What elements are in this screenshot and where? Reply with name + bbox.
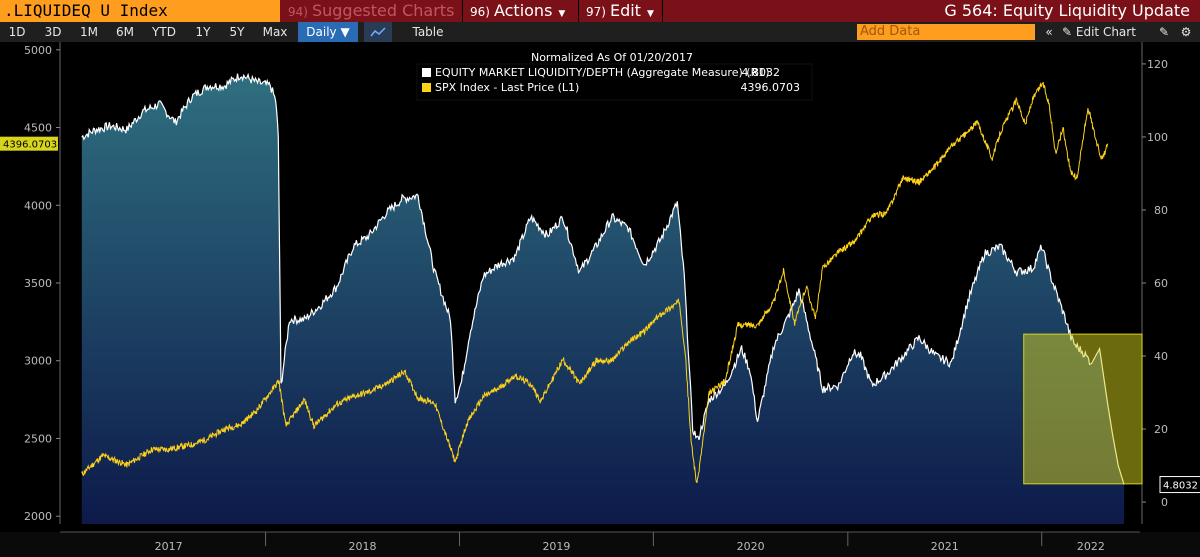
liquidity-area-fill bbox=[81, 73, 1125, 524]
range-1d-button[interactable]: 1D bbox=[8, 25, 26, 39]
right-axis-tick-label: 120 bbox=[1147, 58, 1168, 71]
legend-value-liquidity: 4.8032 bbox=[742, 66, 781, 79]
right-axis-tick-label: 20 bbox=[1154, 423, 1168, 436]
gear-icon[interactable]: ⚙ bbox=[1180, 25, 1192, 39]
actions-number: 96) bbox=[470, 5, 490, 19]
caret-down-icon: ▼ bbox=[558, 9, 566, 19]
range-1m-button[interactable]: 1M bbox=[80, 25, 98, 39]
edit-icon[interactable]: ✎ bbox=[1158, 25, 1170, 39]
spx-last-value-tag bbox=[0, 136, 58, 151]
header-bar: .LIQUIDEQ U Index 94) Suggested Charts 96… bbox=[0, 0, 1200, 22]
edit-label: Edit bbox=[609, 1, 641, 20]
x-axis-tick-label: 2017 bbox=[155, 540, 183, 553]
legend-label-liquidity: EQUITY MARKET LIQUIDITY/DEPTH (Aggregate… bbox=[435, 66, 770, 79]
add-data-input[interactable]: Add Data bbox=[857, 24, 1035, 40]
chart-title: G 564: Equity Liquidity Update bbox=[944, 1, 1190, 20]
line-chart-icon[interactable] bbox=[364, 22, 392, 42]
range-1y-button[interactable]: 1Y bbox=[195, 25, 211, 39]
left-axis-tick-label: 5000 bbox=[24, 44, 52, 57]
suggested-charts-menu[interactable]: 94) Suggested Charts bbox=[288, 0, 454, 22]
suggested-charts-label: Suggested Charts bbox=[311, 1, 455, 20]
liquidity-last-value-label: 4.8032 bbox=[1163, 481, 1198, 492]
right-axis-tick-label: 80 bbox=[1154, 204, 1168, 217]
chart-subtitle: Normalized As Of 01/20/2017 bbox=[531, 51, 693, 64]
edit-chart-label: Edit Chart bbox=[1075, 25, 1136, 39]
right-axis-tick-label: 0 bbox=[1161, 496, 1168, 509]
legend-label-spx: SPX Index - Last Price (L1) bbox=[435, 81, 579, 94]
suggested-charts-number: 94) bbox=[288, 5, 308, 19]
liquidity-last-value-tag bbox=[1159, 476, 1200, 494]
right-axis-tick-label: 40 bbox=[1154, 350, 1168, 363]
legend-swatch-liquidity bbox=[422, 68, 431, 77]
right-axis-tick-label: 100 bbox=[1147, 131, 1168, 144]
range-3d-button[interactable]: 3D bbox=[44, 25, 62, 39]
left-axis-tick-label: 4500 bbox=[24, 122, 52, 135]
left-axis-tick-label: 3500 bbox=[24, 277, 52, 290]
x-axis-tick-label: 2022 bbox=[1077, 540, 1105, 553]
x-axis-tick-label: 2021 bbox=[931, 540, 959, 553]
left-axis-tick-label: 2000 bbox=[24, 510, 52, 523]
chart-area: 2000 2500 3000 3500 4000 4500 5000 4396.0703 0 2… bbox=[0, 42, 1200, 557]
collapse-icon[interactable]: « bbox=[1045, 25, 1053, 39]
left-axis-tick-label: 3000 bbox=[24, 355, 52, 368]
edit-menu[interactable]: 97) Edit ▼ bbox=[586, 0, 654, 22]
pencil-icon: ✎ bbox=[1062, 25, 1073, 39]
x-axis: 2017 2018 2019 2020 2021 2022 bbox=[0, 531, 1200, 557]
x-axis-band bbox=[0, 532, 1200, 557]
right-axis: 0 20 40 60 80 100 120 4.8032 bbox=[1141, 42, 1200, 524]
legend-box bbox=[416, 63, 813, 101]
x-axis-tick-label: 2018 bbox=[349, 540, 377, 553]
liquidity-series-line bbox=[81, 72, 1125, 485]
menu-separator bbox=[578, 0, 579, 22]
range-6m-button[interactable]: 6M bbox=[116, 25, 134, 39]
x-axis-tick-label: 2020 bbox=[737, 540, 765, 553]
ticker-field[interactable]: .LIQUIDEQ U Index bbox=[0, 0, 280, 22]
edit-number: 97) bbox=[586, 5, 606, 19]
left-axis-tick-label: 2500 bbox=[24, 432, 52, 445]
frequency-dropdown[interactable]: Daily ▼ bbox=[298, 22, 358, 42]
right-axis-tick-label: 60 bbox=[1154, 277, 1168, 290]
legend: Normalized As Of 01/20/2017 EQUITY MARKE… bbox=[416, 51, 813, 101]
caret-down-icon: ▼ bbox=[646, 9, 654, 19]
highlight-box bbox=[1023, 333, 1143, 485]
x-axis-tick-label: 2019 bbox=[542, 540, 570, 553]
spx-last-value-label: 4396.0703 bbox=[3, 140, 57, 151]
actions-label: Actions bbox=[493, 1, 553, 20]
table-button[interactable]: Table bbox=[412, 25, 444, 39]
range-ytd-button[interactable]: YTD bbox=[152, 25, 176, 39]
range-max-button[interactable]: Max bbox=[262, 25, 288, 39]
left-axis: 2000 2500 3000 3500 4000 4500 5000 4396.0703 bbox=[0, 42, 61, 524]
actions-menu[interactable]: 96) Actions ▼ bbox=[470, 0, 565, 22]
edit-chart-button[interactable]: ✎ Edit Chart bbox=[1062, 22, 1152, 42]
plot-region bbox=[81, 72, 1143, 524]
legend-swatch-spx bbox=[422, 83, 431, 92]
menu-separator bbox=[662, 0, 663, 22]
legend-value-spx: 4396.0703 bbox=[741, 81, 801, 94]
left-axis-tick-label: 4000 bbox=[24, 199, 52, 212]
range-5y-button[interactable]: 5Y bbox=[229, 25, 245, 39]
menu-separator bbox=[462, 0, 463, 22]
spx-series-line bbox=[81, 81, 1109, 484]
